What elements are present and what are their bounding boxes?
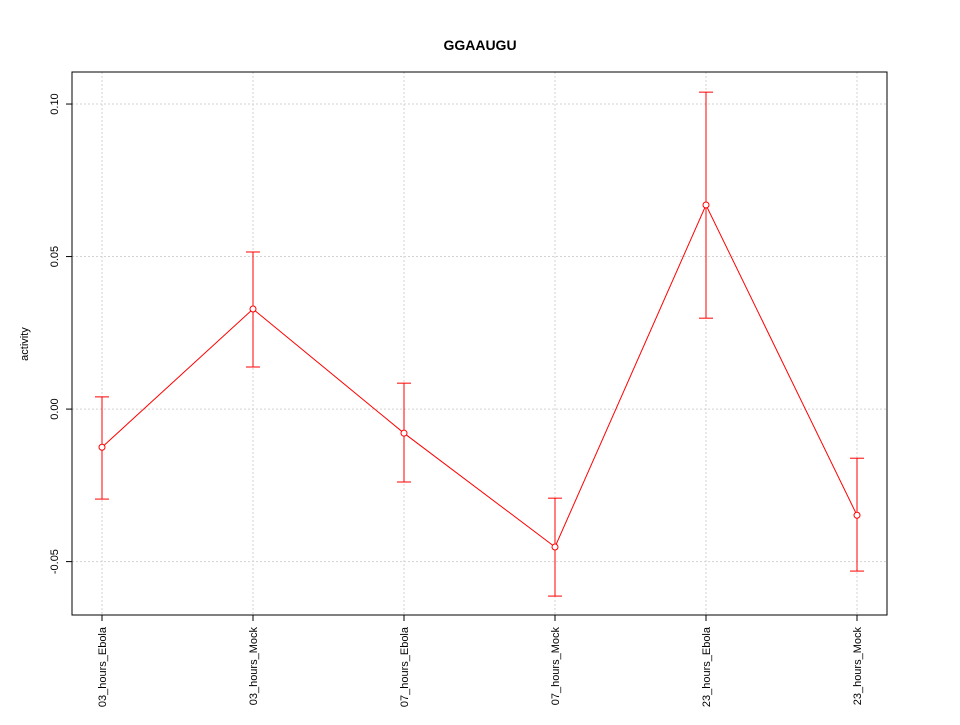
data-point xyxy=(98,443,106,451)
x-tick-label: 03_hours_Mock xyxy=(248,627,260,706)
data-point xyxy=(551,543,559,551)
data-point xyxy=(249,305,257,313)
x-tick-label: 07_hours_Mock xyxy=(550,627,562,706)
x-tick-label: 23_hours_Mock xyxy=(852,627,864,706)
y-tick-label: 0.05 xyxy=(49,246,61,267)
data-point xyxy=(400,429,408,437)
y-tick-label: 0.10 xyxy=(49,93,61,114)
y-tick-label: -0.05 xyxy=(49,549,61,574)
plot-frame xyxy=(71,71,888,616)
chart-title: GGAAUGU xyxy=(443,37,516,53)
x-tick-label: 23_hours_Ebola xyxy=(701,626,713,707)
x-tick-label: 03_hours_Ebola xyxy=(97,626,109,707)
grid xyxy=(72,72,887,615)
series xyxy=(95,91,864,597)
series-line xyxy=(101,203,858,548)
data-point xyxy=(853,511,861,519)
data-point xyxy=(702,201,710,209)
x-tick-label: 07_hours_Ebola xyxy=(399,626,411,707)
y-tick-label: 0.00 xyxy=(49,398,61,419)
y-axis-label: activity xyxy=(19,327,31,361)
